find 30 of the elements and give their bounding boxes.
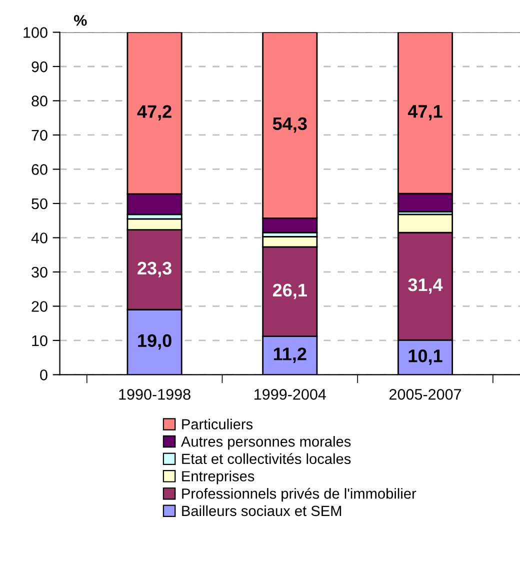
y-tick-label: 100 [24, 27, 48, 38]
legend-label: Etat et collectivités locales [182, 453, 351, 464]
legend-label: Bailleurs sociaux et SEM [182, 505, 342, 516]
legend-label: Professionnels privés de l'immobilier [182, 488, 416, 502]
x-tick-label: 1990-1998 [119, 388, 190, 400]
x-tick-label: 2005-2007 [389, 388, 462, 400]
data-label: 26,1 [272, 284, 307, 300]
data-label: 47,2 [137, 105, 172, 121]
y-tick-label: 60 [32, 164, 48, 175]
data-label: 54,3 [272, 117, 307, 133]
y-tick-label: 80 [32, 96, 48, 106]
y-tick-label: 70 [32, 130, 48, 141]
data-label: 47,1 [408, 105, 442, 120]
legend-label: Entreprises [182, 470, 254, 484]
y-tick-label: 10 [32, 335, 48, 346]
data-label: 23,3 [138, 262, 172, 278]
y-tick-label: 20 [32, 301, 48, 312]
y-axis-title: % [74, 15, 87, 26]
data-label: 10,1 [408, 349, 442, 365]
data-label: 31,4 [408, 278, 443, 294]
y-tick-label: 90 [32, 61, 48, 72]
y-tick-label: 30 [32, 266, 48, 278]
y-tick-label: 40 [31, 232, 48, 244]
data-label: 19,0 [138, 334, 172, 350]
legend-label: Autres personnes morales [180, 436, 351, 450]
y-tick-label: 50 [32, 198, 48, 210]
legend-label: Particuliers [182, 418, 253, 430]
data-label: 11,2 [274, 348, 306, 363]
y-tick-label: 0 [40, 370, 48, 380]
x-tick-label: 1999-2004 [254, 388, 326, 400]
